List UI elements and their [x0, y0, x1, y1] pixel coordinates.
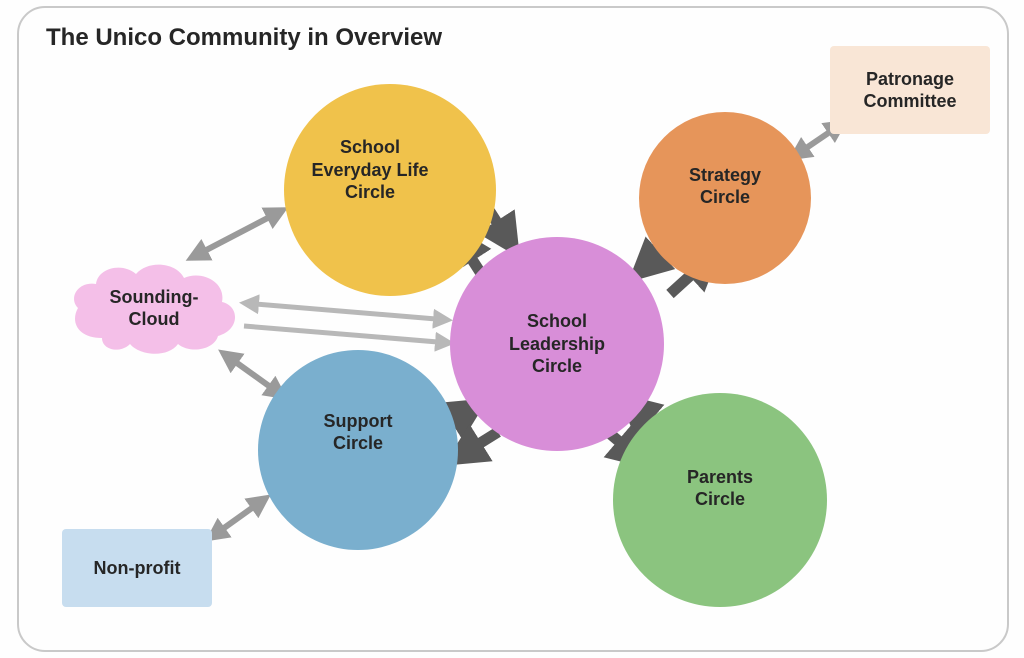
node-leadership: School Leadership Circle	[450, 237, 664, 451]
node-label: Patronage Committee	[863, 68, 956, 113]
node-sounding: Sounding- Cloud	[64, 256, 244, 361]
node-everyday: School Everyday Life Circle	[284, 84, 496, 296]
node-nonprofit: Non-profit	[62, 529, 212, 607]
diagram-title: The Unico Community in Overview	[46, 24, 442, 52]
node-label: Non-profit	[94, 557, 181, 580]
node-label: School Everyday Life Circle	[311, 136, 428, 204]
node-strategy: Strategy Circle	[639, 112, 811, 284]
node-patronage: Patronage Committee	[830, 46, 990, 134]
node-support: Support Circle	[258, 350, 458, 550]
node-label: Strategy Circle	[689, 164, 761, 209]
node-label: Sounding- Cloud	[110, 286, 199, 331]
node-label: School Leadership Circle	[509, 310, 605, 378]
node-label: Support Circle	[324, 410, 393, 455]
node-label: Parents Circle	[687, 466, 753, 511]
node-parents: Parents Circle	[613, 393, 827, 607]
